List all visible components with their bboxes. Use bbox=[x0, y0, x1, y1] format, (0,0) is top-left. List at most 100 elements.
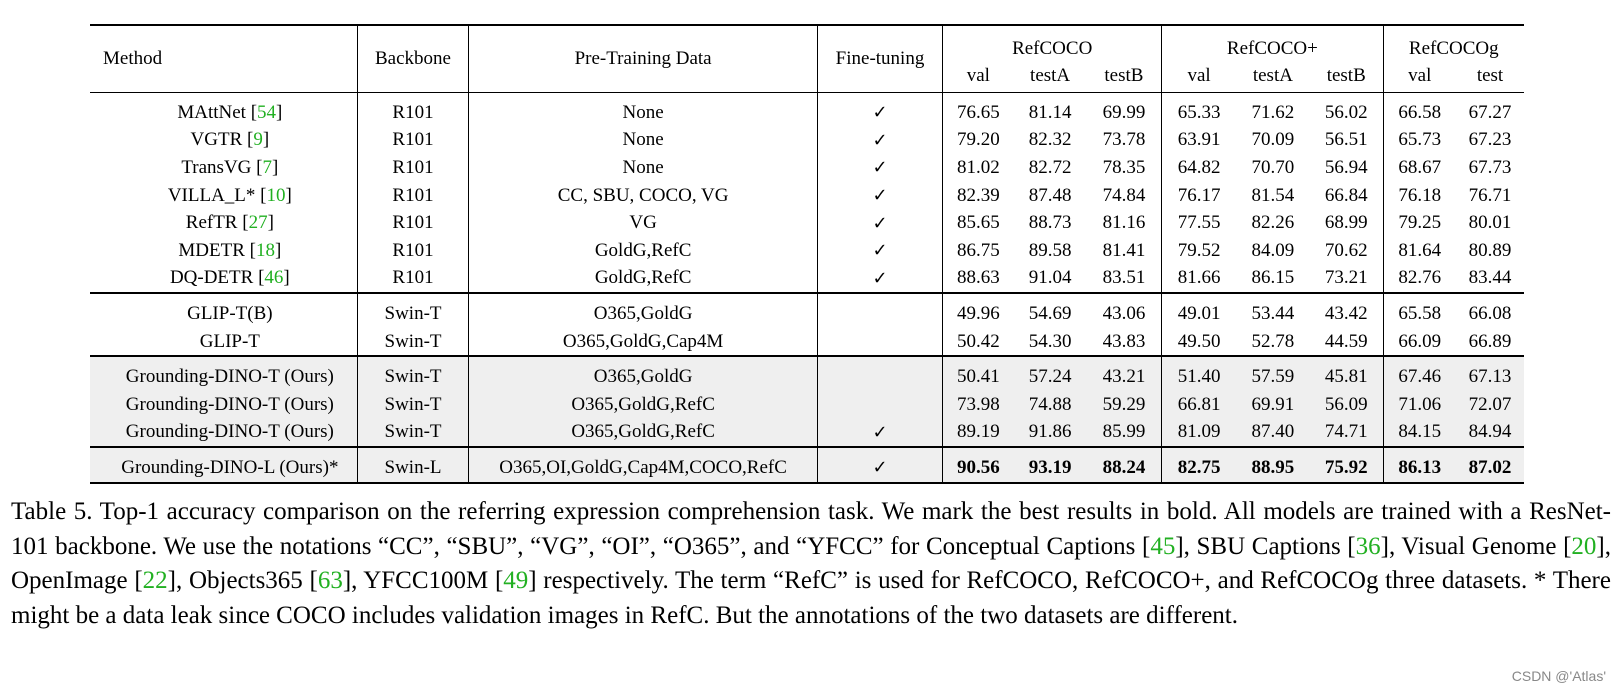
score-cell: 54.69 bbox=[1028, 302, 1072, 324]
finetuning-check-icon: ✓ bbox=[817, 454, 944, 484]
finetuning-check-icon: ✓ bbox=[817, 264, 944, 294]
score-cell: 87.48 bbox=[1028, 184, 1072, 206]
score-cell: 79.20 bbox=[956, 129, 1000, 151]
backbone-cell: Swin-T bbox=[357, 327, 470, 357]
score-cell: 82.39 bbox=[956, 184, 1000, 206]
score-cell: 84.15 bbox=[1383, 418, 1457, 448]
finetuning-check-icon bbox=[817, 363, 944, 391]
citation-link[interactable]: 7 bbox=[262, 156, 272, 178]
caption-text: ], Visual Genome [ bbox=[1380, 532, 1572, 560]
finetuning-check-icon bbox=[817, 300, 944, 328]
method-cell: GLIP-T bbox=[90, 327, 358, 357]
score-cell: 73.98 bbox=[942, 390, 1014, 419]
method-cell: TransVG [7] bbox=[90, 154, 358, 182]
score-cell: 66.89 bbox=[1468, 330, 1512, 352]
score-cell: 66.08 bbox=[1468, 302, 1512, 324]
score-cell: 59.29 bbox=[1086, 390, 1163, 419]
score-cell: 76.65 bbox=[956, 101, 1000, 123]
score-cell: 68.99 bbox=[1309, 209, 1384, 237]
score-cell: 83.51 bbox=[1086, 264, 1163, 294]
method-cell: MDETR [18] bbox=[90, 236, 358, 265]
citation-link[interactable]: 18 bbox=[255, 239, 275, 261]
row-gap bbox=[90, 355, 1524, 364]
backbone-cell: Swin-T bbox=[357, 363, 470, 391]
caption-text: ], OpenImage [ bbox=[11, 532, 1611, 595]
table-row: Grounding-DINO-T (Ours) Swin-T O365,GoldG,… bbox=[90, 390, 1524, 419]
pretraining-data-cell: None bbox=[468, 154, 818, 182]
citation-link[interactable]: 54 bbox=[257, 101, 277, 123]
citation-link[interactable]: 36 bbox=[1355, 532, 1381, 560]
backbone-cell: R101 bbox=[357, 209, 470, 237]
subheader-test: test bbox=[1476, 65, 1504, 86]
score-cell: 68.67 bbox=[1398, 156, 1442, 178]
score-cell: 67.13 bbox=[1456, 363, 1524, 391]
citation-link[interactable]: 22 bbox=[142, 567, 168, 594]
score-cell: 86.13 bbox=[1383, 454, 1457, 484]
score-cell: 81.66 bbox=[1177, 267, 1221, 289]
score-cell: 90.56 bbox=[942, 454, 1014, 484]
method-name: VGTR bbox=[190, 129, 247, 151]
citation-link[interactable]: 49 bbox=[503, 567, 529, 594]
score-cell: 76.17 bbox=[1177, 184, 1221, 206]
score-cell: 81.64 bbox=[1398, 239, 1442, 261]
backbone-cell: R101 bbox=[357, 236, 470, 265]
header-pretraining-data: Pre-Training Data bbox=[468, 24, 818, 93]
score-cell: 83.44 bbox=[1468, 267, 1512, 289]
backbone-cell: R101 bbox=[357, 154, 470, 182]
method-name: Grounding-DINO-L (Ours)* bbox=[121, 456, 339, 478]
score-cell: 71.06 bbox=[1383, 390, 1457, 419]
score-cell: 91.04 bbox=[1028, 267, 1072, 289]
score-cell: 71.62 bbox=[1251, 101, 1295, 123]
score-cell: 63.91 bbox=[1177, 129, 1221, 151]
citation-link[interactable]: 20 bbox=[1571, 532, 1597, 560]
score-cell: 82.76 bbox=[1398, 267, 1442, 289]
method-cell: Grounding-DINO-T (Ours) bbox=[90, 418, 358, 448]
subheader-val: val bbox=[1408, 65, 1432, 86]
score-cell: 88.24 bbox=[1086, 454, 1163, 484]
pretraining-data-cell: GoldG,RefC bbox=[468, 236, 818, 265]
citation-link[interactable]: 45 bbox=[1150, 532, 1176, 560]
header-method: Method bbox=[90, 24, 358, 93]
score-cell: 64.82 bbox=[1177, 156, 1221, 178]
table-row: DQ-DETR [46] R101 GoldG,RefC ✓ 88.63 91.04 83.… bbox=[90, 264, 1524, 294]
score-cell: 43.21 bbox=[1086, 363, 1163, 391]
caption-text: Table 5. Top-1 accuracy comparison on th… bbox=[11, 498, 1611, 560]
table-row: VILLA_L* [10] R101 CC, SBU, COCO, VG ✓ 82.39… bbox=[90, 181, 1524, 210]
pretraining-data-cell: O365,OI,GoldG,Cap4M,COCO,RefC bbox=[468, 454, 818, 484]
header-refcoco: RefCOCO bbox=[942, 24, 1163, 60]
backbone-cell: Swin-L bbox=[357, 454, 470, 484]
backbone-cell: R101 bbox=[357, 99, 470, 127]
table-row: RefTR [27] R101 VG ✓ 85.65 88.73 81.16 77.55 82.… bbox=[90, 209, 1524, 237]
score-cell: 66.84 bbox=[1309, 181, 1384, 210]
score-cell: 82.75 bbox=[1161, 454, 1236, 484]
score-cell: 67.23 bbox=[1468, 129, 1512, 151]
score-cell: 65.33 bbox=[1177, 101, 1221, 123]
method-name: VILLA_L* bbox=[167, 184, 261, 206]
citation-link[interactable]: 46 bbox=[264, 267, 284, 289]
method-cell: Grounding-DINO-T (Ours) bbox=[90, 390, 358, 419]
score-cell: 50.42 bbox=[956, 330, 1000, 352]
score-cell: 67.73 bbox=[1468, 156, 1512, 178]
score-cell: 81.41 bbox=[1086, 236, 1163, 265]
score-cell: 73.78 bbox=[1086, 126, 1163, 155]
backbone-cell: R101 bbox=[357, 126, 470, 155]
score-cell: 88.73 bbox=[1028, 212, 1072, 234]
score-cell: 77.55 bbox=[1177, 212, 1221, 234]
pretraining-data-cell: O365,GoldG bbox=[468, 300, 818, 328]
backbone-cell: Swin-T bbox=[357, 390, 470, 419]
score-cell: 57.59 bbox=[1235, 363, 1310, 391]
score-cell: 56.94 bbox=[1309, 154, 1384, 182]
citation-link[interactable]: 63 bbox=[317, 567, 343, 594]
score-cell: 69.91 bbox=[1235, 390, 1310, 419]
score-cell: 73.21 bbox=[1309, 264, 1384, 294]
score-cell: 74.84 bbox=[1086, 181, 1163, 210]
pretraining-data-cell: None bbox=[468, 126, 818, 155]
citation-link[interactable]: 9 bbox=[253, 129, 263, 151]
caption-text: ], SBU Captions [ bbox=[1175, 532, 1356, 560]
method-name: Grounding-DINO-T (Ours) bbox=[125, 421, 334, 443]
score-cell: 88.95 bbox=[1235, 454, 1310, 484]
method-cell: VILLA_L* [10] bbox=[90, 181, 358, 210]
citation-link[interactable]: 10 bbox=[266, 184, 286, 206]
citation-link[interactable]: 27 bbox=[248, 212, 268, 234]
score-cell: 67.27 bbox=[1468, 101, 1512, 123]
